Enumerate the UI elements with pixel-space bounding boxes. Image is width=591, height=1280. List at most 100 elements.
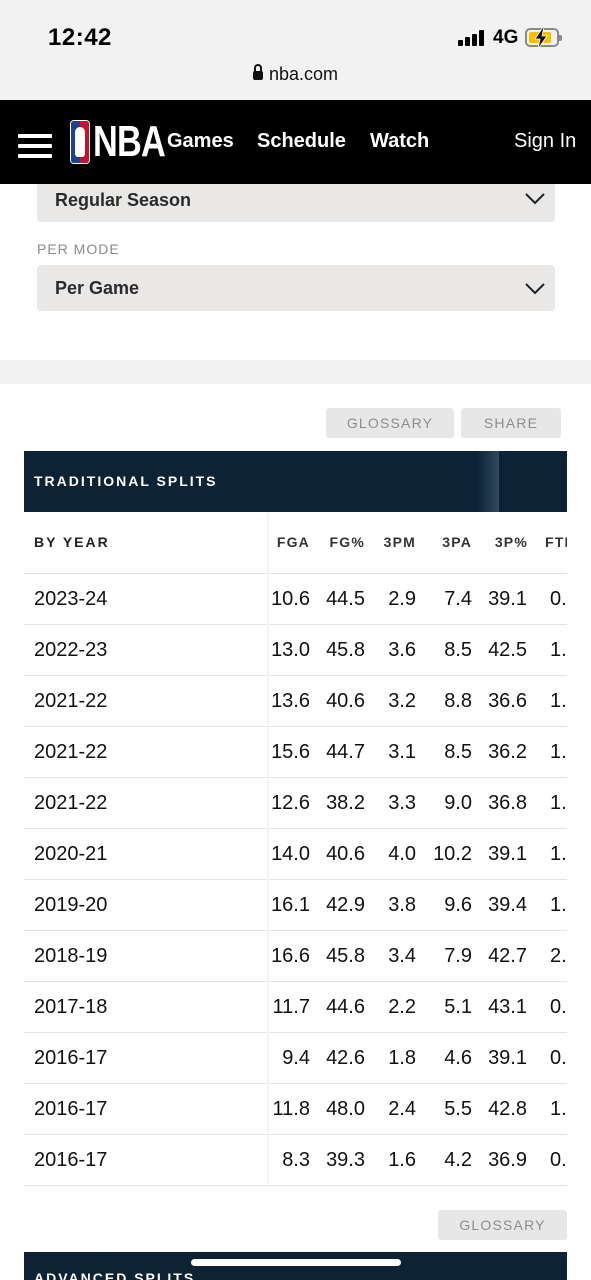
nav-link-games[interactable]: Games [167, 130, 234, 152]
table-cell: 39.1 [488, 1047, 527, 1069]
advanced-splits-title-bar: ADVANCED SPLITS [24, 1252, 567, 1280]
per-mode-select[interactable]: Per Game [37, 265, 555, 311]
table-cell: 5.5 [444, 1098, 472, 1120]
table-cell: 44.5 [326, 588, 365, 610]
row-year: 2016-17 [34, 1149, 108, 1171]
table-cell: 43.1 [488, 996, 527, 1018]
nav-link-watch[interactable]: Watch [370, 130, 430, 152]
table-cell: 3.8 [388, 894, 416, 916]
table-cell: 42.8 [488, 1098, 527, 1120]
table-cell: 42.5 [488, 639, 527, 661]
table-cell: 12.6 [271, 792, 310, 814]
col-header-fga[interactable]: FGA [276, 534, 310, 550]
table-row: 2017-18 11.7 44.6 2.2 5.1 43.1 0. [24, 982, 567, 1033]
table-cell: 42.6 [326, 1047, 365, 1069]
status-bar: 12:42 4G nba.com [0, 0, 591, 100]
table-row: 2021-22 15.6 44.7 3.1 8.5 36.2 1. [24, 727, 567, 778]
glossary-button[interactable]: GLOSSARY [326, 408, 454, 438]
hamburger-menu-icon[interactable] [18, 134, 52, 158]
signal-icon [458, 30, 486, 46]
col-header-3pm[interactable]: 3PM [383, 534, 416, 550]
table-cell: 1. [550, 639, 567, 661]
table-cell: 0. [550, 1047, 567, 1069]
chevron-down-icon [525, 193, 545, 205]
table-cell: 7.9 [444, 945, 472, 967]
url-text: nba.com [268, 64, 339, 84]
table-row: 2018-19 16.6 45.8 3.4 7.9 42.7 2. [24, 931, 567, 982]
table-cell: 39.3 [326, 1149, 365, 1171]
table-cell: 10.6 [271, 588, 310, 610]
table-cell: 36.6 [488, 690, 527, 712]
table-cell: 13.0 [271, 639, 310, 661]
row-header-label: BY YEAR [34, 534, 110, 550]
table-cell: 8.3 [282, 1149, 310, 1171]
table-cell: 42.9 [326, 894, 365, 916]
home-indicator[interactable] [191, 1259, 401, 1266]
site-header [0, 100, 591, 184]
sign-in-link[interactable]: Sign In [514, 130, 577, 152]
table-cell: 1. [550, 690, 567, 712]
table-cell: 36.2 [488, 741, 527, 763]
nba-logo-icon[interactable] [70, 120, 90, 164]
row-year: 2021-22 [34, 690, 108, 712]
col-header-fg-pct[interactable]: FG% [329, 534, 365, 550]
table-cell: 3.3 [388, 792, 416, 814]
table-cell: 1. [550, 741, 567, 763]
table-cell: 14.0 [271, 843, 310, 865]
table-cell: 1. [550, 792, 567, 814]
table-cell: 4.0 [388, 843, 416, 865]
row-year: 2020-21 [34, 843, 108, 865]
table-row: 2016-17 9.4 42.6 1.8 4.6 39.1 0. [24, 1033, 567, 1084]
table-cell: 1. [550, 843, 567, 865]
table-cell: 9.0 [444, 792, 472, 814]
glossary-button-bottom[interactable]: GLOSSARY [438, 1210, 567, 1240]
share-button[interactable]: SHARE [461, 408, 561, 438]
frozen-column-divider [267, 512, 270, 1184]
season-type-select[interactable]: Regular Season [37, 184, 555, 222]
table-row: 2016-17 11.8 48.0 2.4 5.5 42.8 1. [24, 1084, 567, 1135]
table-cell: 44.6 [326, 996, 365, 1018]
table-cell: 0. [550, 588, 567, 610]
table-row: 2022-23 13.0 45.8 3.6 8.5 42.5 1. [24, 625, 567, 676]
network-type: 4G [493, 27, 519, 48]
table-cell: 8.5 [444, 639, 472, 661]
table-cell: 1. [550, 1098, 567, 1120]
table-cell: 4.6 [444, 1047, 472, 1069]
col-header-3p-pct[interactable]: 3P% [494, 534, 528, 550]
table-cell: 39.1 [488, 588, 527, 610]
table-cell: 3.4 [388, 945, 416, 967]
col-header-fti[interactable]: FTI [545, 534, 567, 550]
advanced-splits-title: ADVANCED SPLITS [34, 1270, 196, 1280]
nav-link-schedule[interactable]: Schedule [257, 130, 346, 152]
table-cell: 3.2 [388, 690, 416, 712]
table-cell: 4.2 [444, 1149, 472, 1171]
table-cell: 11.8 [272, 1098, 310, 1120]
nba-wordmark[interactable]: NBA [93, 117, 166, 166]
table-cell: 2.4 [388, 1098, 416, 1120]
table-row: 2021-22 12.6 38.2 3.3 9.0 36.8 1. [24, 778, 567, 829]
table-cell: 16.1 [271, 894, 310, 916]
clock: 12:42 [48, 24, 112, 51]
per-mode-value: Per Game [55, 278, 140, 298]
table-row: 2019-20 16.1 42.9 3.8 9.6 39.4 1. [24, 880, 567, 931]
row-year: 2016-17 [34, 1047, 108, 1069]
col-header-3pa[interactable]: 3PA [442, 534, 472, 550]
table-row: 2023-24 10.6 44.5 2.9 7.4 39.1 0. [24, 574, 567, 625]
table-cell: 36.8 [488, 792, 527, 814]
table-cell: 1.6 [388, 1149, 416, 1171]
table-cell: 13.6 [271, 690, 310, 712]
url-bar[interactable]: nba.com [0, 64, 591, 85]
table-cell: 2.9 [388, 588, 416, 610]
table-cell: 39.1 [488, 843, 527, 865]
row-year: 2021-22 [34, 741, 108, 763]
table-cell: 3.1 [388, 741, 416, 763]
section-divider [0, 360, 591, 384]
table-cell: 2.2 [388, 996, 416, 1018]
table-cell: 7.4 [444, 588, 472, 610]
season-type-value: Regular Season [55, 190, 192, 210]
table-cell: 44.7 [326, 741, 365, 763]
table-title-bar: TRADITIONAL SPLITS [24, 451, 567, 512]
lock-icon [252, 64, 263, 80]
table-cell: 16.6 [271, 945, 310, 967]
table-cell: 36.9 [488, 1149, 527, 1171]
